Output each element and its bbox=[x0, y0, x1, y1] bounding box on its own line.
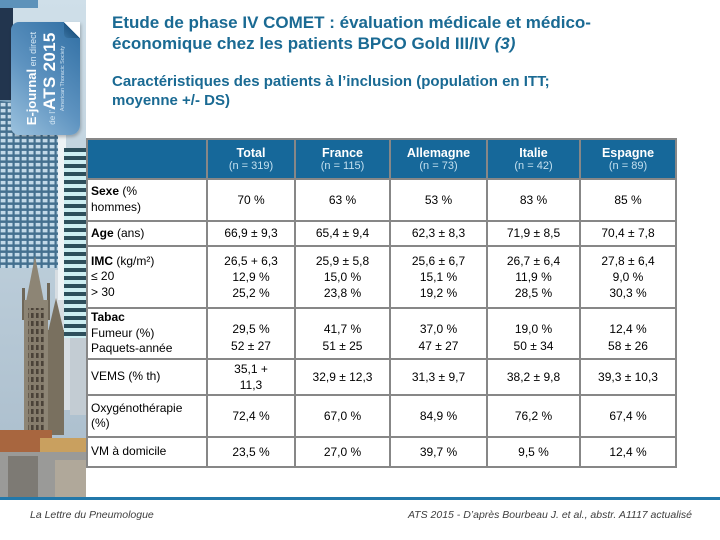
table-cell: 63 % bbox=[294, 178, 391, 222]
table-cell: 23,5 % bbox=[206, 436, 296, 469]
table-cell: 19,0 % 50 ± 34 bbox=[486, 307, 581, 360]
cathedral bbox=[22, 256, 64, 435]
column-n: (n = 42) bbox=[514, 160, 553, 172]
table-cell: 38,2 ± 9,8 bbox=[486, 357, 581, 397]
table-cell: 31,3 ± 9,7 bbox=[389, 357, 488, 397]
table-cell: 62,3 ± 8,3 bbox=[389, 220, 488, 247]
table-cell: 12,4 % 58 ± 26 bbox=[579, 307, 677, 360]
column-n: (n = 89) bbox=[608, 160, 648, 172]
slide-title: Etude de phase IV COMET : évaluation méd… bbox=[112, 12, 708, 55]
patient-characteristics-table: Total (n = 319) France (n = 115) Allemag… bbox=[86, 138, 677, 469]
table-cell: 32,9 ± 12,3 bbox=[294, 357, 391, 397]
column-n: (n = 73) bbox=[419, 160, 458, 172]
footer-divider bbox=[0, 497, 720, 500]
table-cell: 41,7 % 51 ± 25 bbox=[294, 307, 391, 360]
column-name: Espagne bbox=[601, 146, 655, 160]
table-cell: 67,0 % bbox=[294, 394, 391, 439]
table-cell: 26,7 ± 6,4 11,9 % 28,5 % bbox=[486, 245, 581, 309]
row-sexe: Sexe (% hommes) 70 % 63 % 53 % 83 % 85 % bbox=[86, 178, 677, 222]
table-cell: 71,9 ± 8,5 bbox=[486, 220, 581, 247]
table-cell: 29,5 % 52 ± 27 bbox=[206, 307, 296, 360]
badge-endirect-text: en direct bbox=[28, 31, 39, 69]
column-header-espagne: Espagne (n = 89) bbox=[579, 138, 677, 180]
badge-society-text: American Thoracic Society bbox=[59, 45, 66, 112]
row-imc: IMC (kg/m²) ≤ 20 > 30 26,5 + 6,3 12,9 % … bbox=[86, 245, 677, 309]
table-cell: 37,0 % 47 ± 27 bbox=[389, 307, 488, 360]
ats-2015-badge: E-journal en direct de l’ATS 2015 Americ… bbox=[11, 22, 80, 135]
row-label: Tabac Fumeur (%) Paquets-année bbox=[86, 307, 208, 360]
column-header-italie: Italie (n = 42) bbox=[486, 138, 581, 180]
table-cell: 72,4 % bbox=[206, 394, 296, 439]
footer: La Lettre du Pneumologue ATS 2015 - D’ap… bbox=[0, 509, 720, 529]
table-header-row: Total (n = 319) France (n = 115) Allemag… bbox=[86, 138, 677, 180]
table-cell: 85 % bbox=[579, 178, 677, 222]
table-cell: 27,0 % bbox=[294, 436, 391, 469]
table-cell: 39,3 ± 10,3 bbox=[579, 357, 677, 397]
slide-subtitle: Caractéristiques des patients à l’inclus… bbox=[112, 72, 550, 110]
table-cell: 53 % bbox=[389, 178, 488, 222]
title-text: Etude de phase IV COMET : évaluation méd… bbox=[112, 13, 591, 54]
row-age: Age (ans) 66,9 ± 9,3 65,4 ± 9,4 62,3 ± 8… bbox=[86, 220, 677, 247]
table-cell: 70,4 ± 7,8 bbox=[579, 220, 677, 247]
row-label: Sexe (% hommes) bbox=[86, 178, 208, 222]
table-cell: 25,9 ± 5,8 15,0 % 23,8 % bbox=[294, 245, 391, 309]
table-cell: 66,9 ± 9,3 bbox=[206, 220, 296, 247]
table-cell: 83 % bbox=[486, 178, 581, 222]
row-tabac: Tabac Fumeur (%) Paquets-année 29,5 % 52… bbox=[86, 307, 677, 360]
column-name: Italie bbox=[519, 146, 548, 160]
column-header-total: Total (n = 319) bbox=[206, 138, 296, 180]
row-vm-domicile: VM à domicile 23,5 % 27,0 % 39,7 % 9,5 %… bbox=[86, 436, 677, 469]
table-cell: 67,4 % bbox=[579, 394, 677, 439]
table-cell: 25,6 ± 6,7 15,1 % 19,2 % bbox=[389, 245, 488, 309]
column-name: Allemagne bbox=[406, 146, 471, 160]
badge-text: E-journal en direct de l’ATS 2015 Americ… bbox=[11, 22, 80, 135]
column-name: France bbox=[322, 146, 363, 160]
title-index: (3) bbox=[489, 34, 516, 54]
column-n: (n = 115) bbox=[320, 160, 365, 172]
column-n: (n = 319) bbox=[228, 160, 274, 172]
row-label: VEMS (% th) bbox=[86, 357, 208, 397]
rooftops bbox=[0, 430, 86, 497]
table-cell: 27,8 ± 6,4 9,0 % 30,3 % bbox=[579, 245, 677, 309]
column-header-france: France (n = 115) bbox=[294, 138, 391, 180]
row-oxygenotherapie: Oxygénothérapie (%) 72,4 % 67,0 % 84,9 %… bbox=[86, 394, 677, 439]
table-cell: 84,9 % bbox=[389, 394, 488, 439]
row-label: Age (ans) bbox=[86, 220, 208, 247]
column-name: Total bbox=[236, 146, 266, 160]
table-cell: 39,7 % bbox=[389, 436, 488, 469]
table-cell: 35,1 + 11,3 bbox=[206, 357, 296, 397]
badge-line-ejournal: E-journal en direct bbox=[24, 32, 41, 125]
row-label: Oxygénothérapie (%) bbox=[86, 394, 208, 439]
table-cell: 65,4 ± 9,4 bbox=[294, 220, 391, 247]
row-label: IMC (kg/m²) ≤ 20 > 30 bbox=[86, 245, 208, 309]
row-vems: VEMS (% th) 35,1 + 11,3 32,9 ± 12,3 31,3… bbox=[86, 357, 677, 397]
badge-line-ats: de l’ATS 2015 bbox=[40, 32, 60, 125]
table-cell: 26,5 + 6,3 12,9 % 25,2 % bbox=[206, 245, 296, 309]
row-label: VM à domicile bbox=[86, 436, 208, 469]
skyscrapers bbox=[0, 0, 86, 415]
badge-ejournal-text: E-journal bbox=[24, 68, 40, 126]
column-header-allemagne: Allemagne (n = 73) bbox=[389, 138, 488, 180]
badge-ats2015-text: ATS 2015 bbox=[40, 32, 60, 110]
corner-header bbox=[86, 138, 208, 180]
table-cell: 12,4 % bbox=[579, 436, 677, 469]
slide-content: Etude de phase IV COMET : évaluation méd… bbox=[112, 12, 708, 111]
footer-reference: ATS 2015 - D’après Bourbeau J. et al., a… bbox=[407, 509, 692, 521]
table-cell: 9,5 % bbox=[486, 436, 581, 469]
table-wrap: Total (n = 319) France (n = 115) Allemag… bbox=[86, 138, 677, 469]
footer-journal: La Lettre du Pneumologue bbox=[30, 509, 154, 521]
badge-fold-corner bbox=[64, 22, 80, 38]
table-cell: 70 % bbox=[206, 178, 296, 222]
table-cell: 76,2 % bbox=[486, 394, 581, 439]
badge-de-text: de l’ bbox=[48, 110, 58, 125]
